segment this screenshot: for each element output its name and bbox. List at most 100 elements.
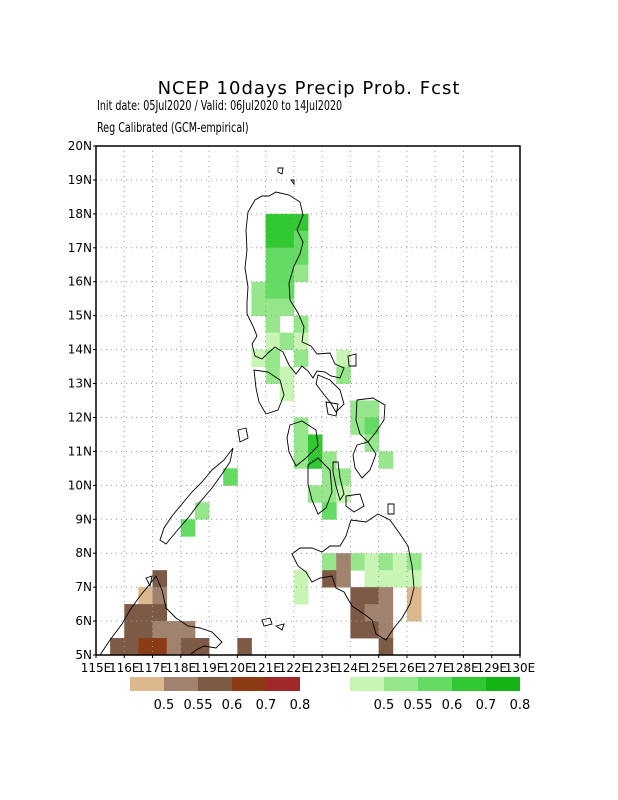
legend-swatch [418, 677, 452, 691]
coastline-mindoro [253, 369, 285, 415]
lat-tick-label: 7N [75, 580, 92, 594]
prob-cell [265, 281, 281, 300]
lon-tick-label: 127E [420, 661, 451, 675]
prob-cell [138, 621, 153, 639]
lon-tick-label: 116E [109, 661, 140, 675]
coastline-masbate [325, 401, 339, 417]
coastline-borneo [99, 575, 223, 656]
legend-label: 0.55 [404, 698, 433, 713]
lon-tick-label: 120E [222, 661, 253, 675]
prob-cell [293, 587, 309, 605]
prob-cell [392, 553, 408, 571]
prob-cell [322, 451, 337, 469]
legend-swatch [486, 677, 520, 691]
coastline-leyte [352, 441, 377, 479]
prob-cell [364, 400, 380, 418]
prob-cell [336, 570, 351, 588]
lat-tick-label: 5N [75, 648, 92, 662]
legend-label: 0.7 [476, 698, 497, 713]
prob-cell [378, 621, 394, 639]
prob-cell [364, 553, 380, 571]
lon-tick-label: 124E [335, 661, 366, 675]
legend-label: 0.55 [184, 698, 213, 713]
prob-cell [124, 638, 139, 656]
legend-label: 0.8 [290, 698, 311, 713]
prob-cell [180, 638, 196, 656]
prob-cell [322, 502, 337, 520]
probability-cells [110, 213, 422, 656]
prob-cell [152, 587, 168, 605]
prob-cell [378, 451, 394, 469]
prob-cell [364, 587, 380, 605]
lon-tick-label: 121E [250, 661, 281, 675]
prob-cell [293, 417, 309, 435]
legend-label: 0.6 [442, 698, 463, 713]
prob-cell [364, 417, 380, 435]
latitude-labels: 20N 19N 18N 17N 16N 15N 14N 13N 12N 11N 10N 9N 8N 7N 6… [68, 139, 96, 662]
lon-tick-label: 128E [448, 661, 479, 675]
prob-cell [251, 298, 266, 317]
prob-cell [336, 468, 351, 486]
prob-cell [293, 570, 309, 588]
coastline-bicol [315, 374, 345, 413]
prob-cell [364, 604, 380, 622]
legend-swatch [232, 677, 266, 691]
prob-cell [293, 264, 309, 283]
prob-cell [279, 366, 295, 384]
prob-cell [336, 553, 351, 571]
prob-cell [293, 434, 309, 452]
lon-tick-label: 129E [476, 661, 507, 675]
prob-cell [265, 298, 281, 317]
prob-cell [279, 332, 295, 350]
prob-cell [378, 638, 394, 656]
prob-cell [322, 553, 337, 571]
lon-tick-label: 123E [307, 661, 338, 675]
prob-cell [152, 621, 168, 639]
prob-cell [322, 570, 337, 588]
map-subtitle-dates: Init date: 05Jul2020 / Valid: 06Jul2020 … [97, 99, 343, 114]
prob-cell [279, 213, 295, 232]
legend-wet: 0.5 0.55 0.6 0.7 0.8 [350, 677, 530, 713]
lat-tick-label: 12N [68, 410, 92, 424]
prob-cell [223, 468, 238, 486]
prob-cell [138, 604, 153, 622]
coastline-dinagat [387, 503, 395, 515]
legend-swatch [198, 677, 232, 691]
lon-tick-label: 119E [194, 661, 225, 675]
legend-label: 0.7 [256, 698, 277, 713]
lon-tick-label: 117E [137, 661, 168, 675]
prob-cell [350, 621, 365, 639]
prob-cell [378, 570, 394, 588]
prob-cell [194, 502, 210, 520]
coastline-babuyan-2 [290, 179, 295, 186]
coastline-palawan [159, 447, 234, 545]
legend-label: 0.6 [222, 698, 243, 713]
prob-cell [350, 604, 365, 622]
prob-cell [293, 349, 309, 367]
prob-cell [152, 638, 168, 656]
prob-cell [322, 485, 337, 503]
prob-cell [124, 621, 139, 639]
lat-tick-label: 18N [68, 207, 92, 221]
prob-cell [166, 638, 182, 656]
prob-cell [378, 553, 394, 571]
prob-cell [265, 332, 281, 350]
lat-tick-label: 11N [68, 444, 92, 458]
prob-cell [392, 570, 408, 588]
prob-cell [350, 553, 365, 571]
coastline-bohol [345, 493, 365, 513]
lat-tick-label: 10N [68, 478, 92, 492]
legend-label: 0.8 [510, 698, 531, 713]
graticule [96, 146, 520, 655]
coastline-busuanga [237, 427, 249, 443]
map-frame [95, 145, 521, 656]
prob-cell [293, 213, 309, 232]
prob-cell [406, 587, 422, 605]
prob-cell [293, 230, 309, 249]
prob-cell [308, 434, 323, 452]
prob-cell [364, 621, 380, 639]
prob-cell [378, 587, 394, 605]
prob-cell [166, 621, 182, 639]
prob-cell [265, 349, 281, 367]
